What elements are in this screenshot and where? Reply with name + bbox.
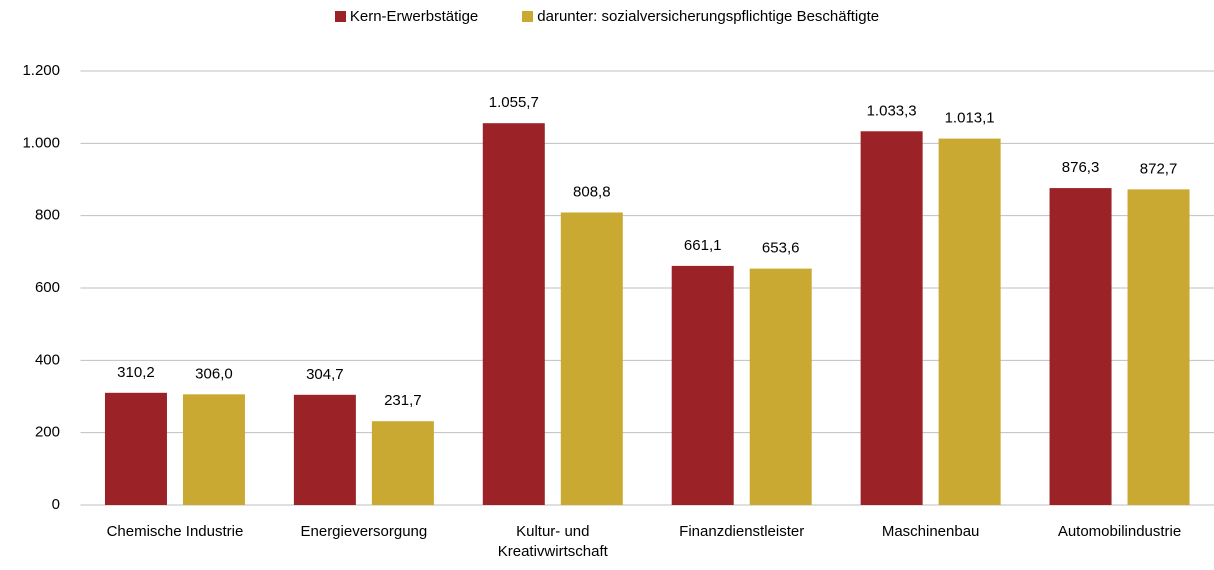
y-tick-label: 1.200 — [22, 62, 60, 79]
bar — [860, 131, 923, 505]
data-label: 653,6 — [762, 240, 800, 257]
data-label: 808,8 — [573, 183, 611, 200]
bar — [1127, 189, 1190, 505]
data-label: 231,7 — [384, 392, 422, 409]
data-label: 661,1 — [684, 237, 722, 254]
legend-label: darunter: sozialversicherungspflichtige … — [537, 8, 880, 25]
data-label: 304,7 — [306, 366, 344, 383]
y-tick-label: 800 — [35, 207, 60, 224]
x-tick-label: Energieversorgung — [300, 523, 428, 540]
x-tick-label: Automobilindustrie — [1057, 523, 1182, 540]
legend: Kern-Erwerbstätige darunter: sozialversic… — [0, 8, 1214, 25]
legend-item: Kern-Erwerbstätige — [334, 8, 479, 25]
y-tick-label: 0 — [52, 496, 60, 513]
y-tick-label: 400 — [35, 351, 60, 368]
legend-swatch — [334, 11, 346, 22]
x-tick-label: Maschinenbau — [881, 523, 980, 540]
data-label: 1.055,7 — [489, 94, 539, 111]
x-tick-label: Finanzdienstleister — [679, 523, 805, 540]
data-label: 1.013,1 — [945, 110, 995, 127]
data-label: 872,7 — [1140, 160, 1178, 177]
legend-item: darunter: sozialversicherungspflichtige … — [522, 8, 879, 25]
bar — [482, 123, 545, 505]
bar — [182, 394, 245, 505]
data-label: 310,2 — [117, 364, 155, 381]
legend-swatch — [522, 11, 534, 22]
y-tick-label: 600 — [35, 279, 60, 296]
y-tick-label: 200 — [35, 424, 60, 441]
bar — [749, 268, 812, 505]
x-tick-label: Kultur- und Kreativwirtschaft — [497, 523, 608, 560]
bar — [1049, 188, 1112, 505]
x-tick-label: Chemische Industrie — [106, 523, 244, 540]
bar — [371, 421, 434, 505]
bar — [293, 394, 356, 505]
y-tick-label: 1.000 — [22, 134, 60, 151]
data-label: 876,3 — [1062, 159, 1100, 176]
bar — [104, 392, 167, 505]
bar — [938, 138, 1001, 505]
data-label: 1.033,3 — [867, 102, 917, 119]
bar — [560, 212, 623, 505]
data-label: 306,0 — [195, 365, 233, 382]
bar — [671, 265, 734, 505]
legend-label: Kern-Erwerbstätige — [349, 8, 479, 25]
